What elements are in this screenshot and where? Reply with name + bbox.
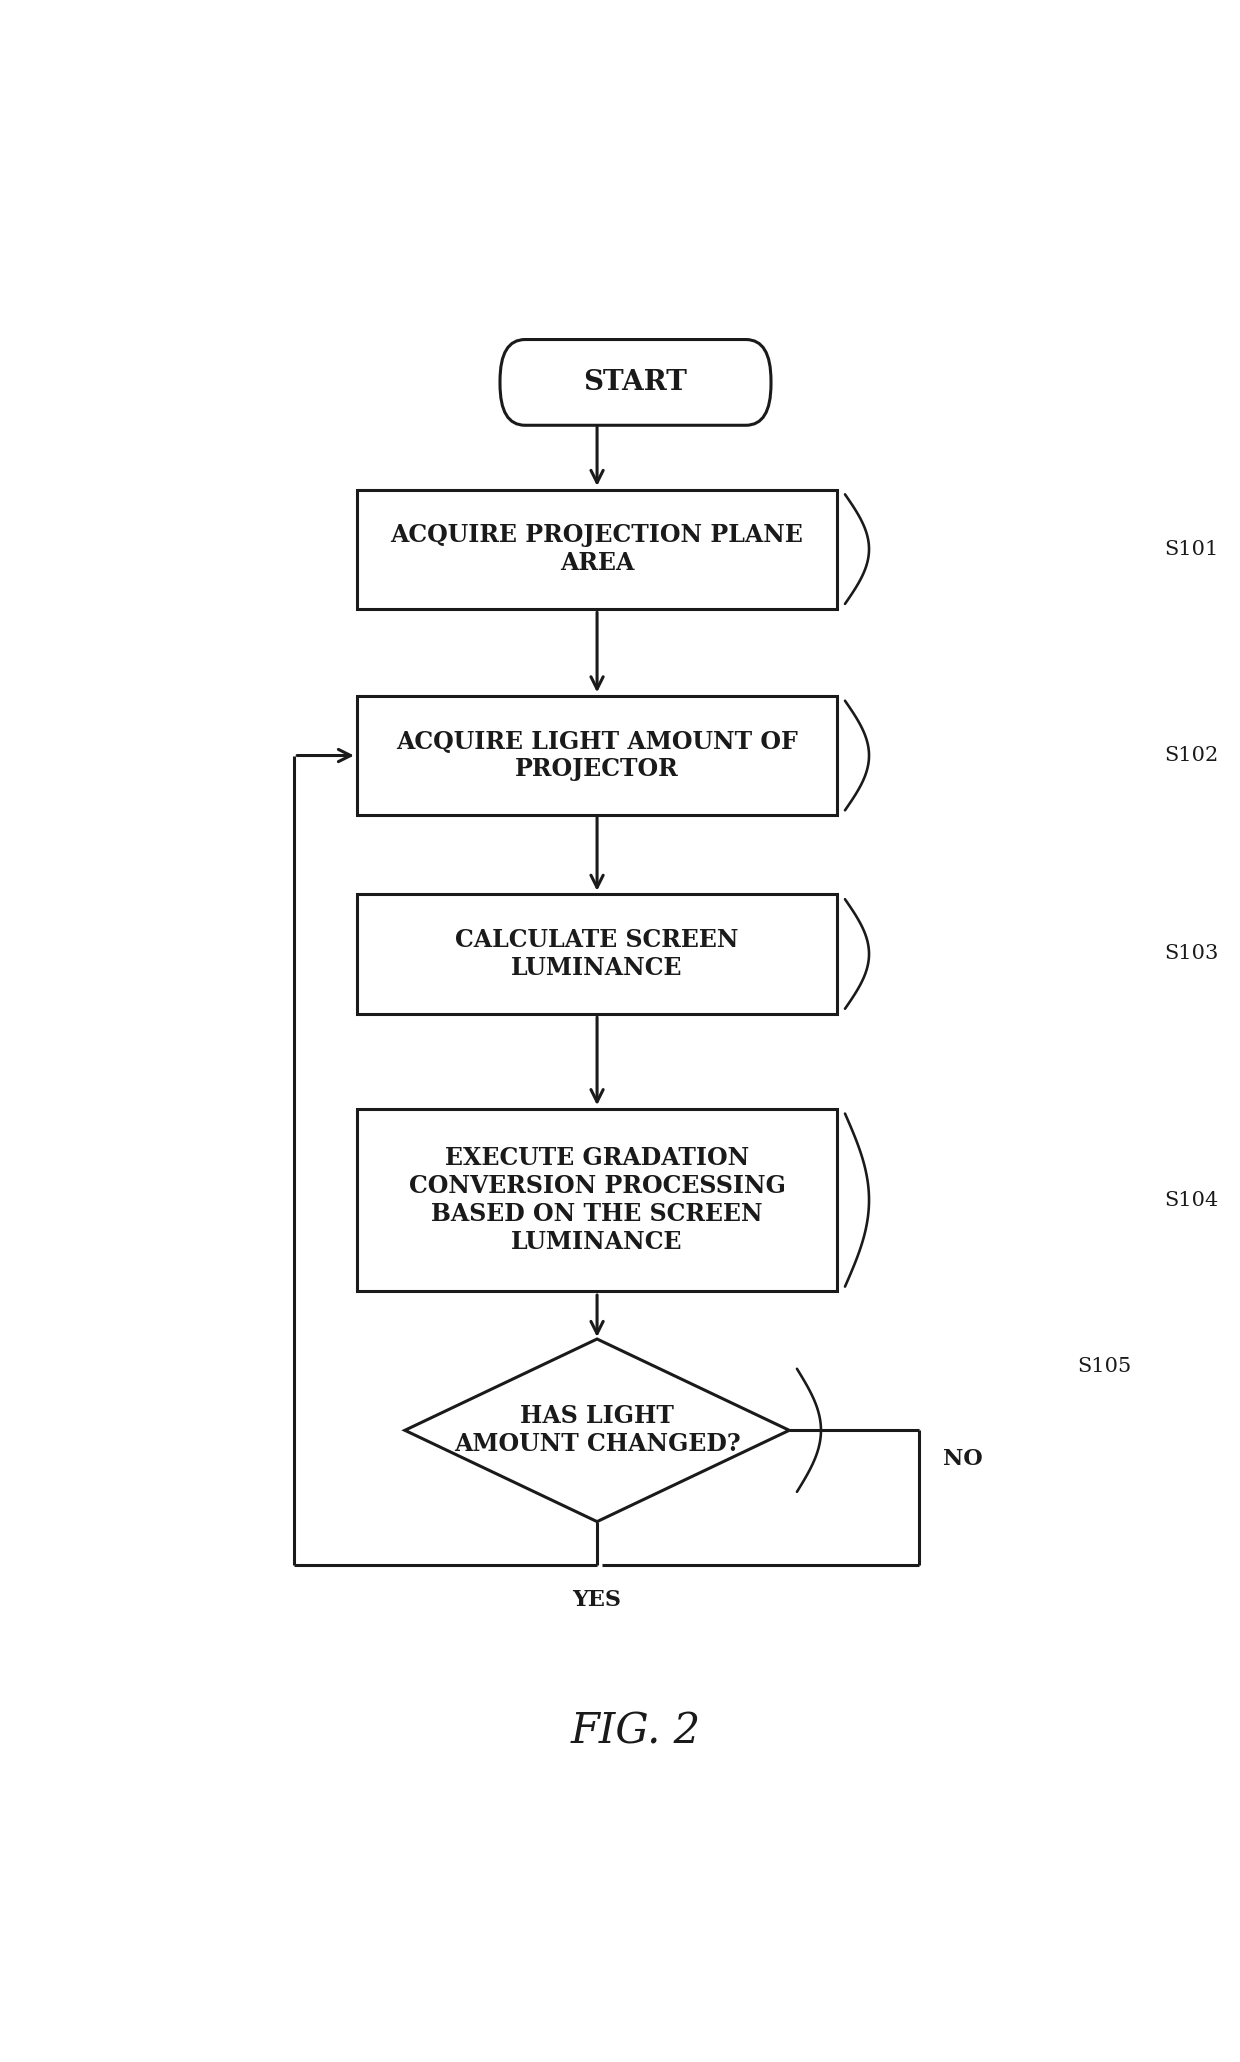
Text: S104: S104: [1164, 1190, 1219, 1210]
FancyBboxPatch shape: [500, 340, 771, 425]
Text: ACQUIRE LIGHT AMOUNT OF
PROJECTOR: ACQUIRE LIGHT AMOUNT OF PROJECTOR: [396, 730, 799, 781]
Text: S103: S103: [1164, 944, 1219, 963]
Text: S105: S105: [1078, 1357, 1132, 1375]
Text: HAS LIGHT
AMOUNT CHANGED?: HAS LIGHT AMOUNT CHANGED?: [454, 1404, 740, 1456]
Text: FIG. 2: FIG. 2: [570, 1711, 701, 1753]
Bar: [357, 895, 837, 1015]
Text: EXECUTE GRADATION
CONVERSION PROCESSING
BASED ON THE SCREEN
LUMINANCE: EXECUTE GRADATION CONVERSION PROCESSING …: [409, 1146, 785, 1254]
Bar: [357, 1109, 837, 1291]
Text: CALCULATE SCREEN
LUMINANCE: CALCULATE SCREEN LUMINANCE: [455, 928, 739, 979]
Text: S102: S102: [1164, 746, 1219, 765]
Text: NO: NO: [942, 1448, 983, 1470]
Bar: [357, 697, 837, 814]
Text: S101: S101: [1164, 540, 1219, 559]
Text: YES: YES: [573, 1590, 621, 1610]
Text: START: START: [584, 369, 687, 396]
Text: ACQUIRE PROJECTION PLANE
AREA: ACQUIRE PROJECTION PLANE AREA: [391, 524, 804, 575]
Bar: [357, 489, 837, 608]
Polygon shape: [404, 1338, 789, 1522]
